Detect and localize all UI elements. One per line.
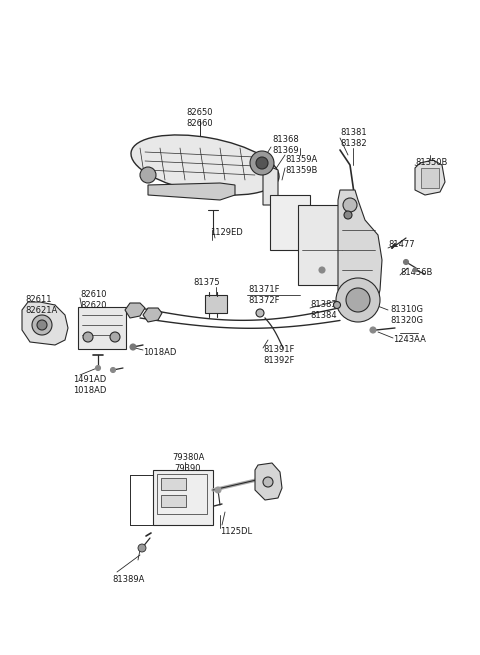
Circle shape — [110, 367, 116, 373]
Text: 1125DL: 1125DL — [220, 527, 252, 536]
Circle shape — [263, 477, 273, 487]
Bar — [270, 195, 310, 250]
Bar — [78, 307, 126, 349]
Text: 82611
82621A: 82611 82621A — [25, 295, 57, 315]
Circle shape — [138, 544, 146, 552]
Circle shape — [404, 259, 408, 265]
Text: 81383
81384: 81383 81384 — [310, 300, 337, 320]
Polygon shape — [263, 167, 278, 205]
Bar — [157, 474, 207, 514]
Circle shape — [83, 332, 93, 342]
Polygon shape — [338, 190, 382, 315]
Text: 81368
81369: 81368 81369 — [272, 135, 299, 155]
Bar — [421, 168, 439, 188]
Circle shape — [215, 487, 221, 493]
Text: 1243AA: 1243AA — [393, 335, 426, 344]
Circle shape — [370, 327, 376, 333]
Circle shape — [110, 332, 120, 342]
Text: 79380A
79390: 79380A 79390 — [172, 453, 204, 473]
Polygon shape — [22, 302, 68, 345]
Circle shape — [343, 198, 357, 212]
Circle shape — [32, 315, 52, 335]
Text: 82650
82660: 82650 82660 — [187, 108, 213, 128]
Circle shape — [344, 211, 352, 219]
Polygon shape — [143, 308, 162, 322]
Text: 1018AD: 1018AD — [143, 348, 176, 357]
Bar — [298, 205, 346, 285]
Circle shape — [319, 267, 325, 273]
Text: 81381
81382: 81381 81382 — [340, 128, 367, 148]
Circle shape — [413, 268, 417, 272]
Bar — [161, 495, 186, 507]
Polygon shape — [415, 160, 445, 195]
Polygon shape — [125, 303, 145, 318]
Bar — [205, 295, 227, 313]
Circle shape — [334, 301, 340, 309]
Circle shape — [96, 365, 100, 371]
Text: 81310G
81320G: 81310G 81320G — [390, 305, 423, 325]
Text: 82610
82620: 82610 82620 — [80, 290, 107, 310]
Text: 81391F
81392F: 81391F 81392F — [263, 345, 294, 365]
Bar — [153, 470, 213, 525]
Text: 81359A
81359B: 81359A 81359B — [285, 155, 317, 175]
Ellipse shape — [131, 135, 279, 195]
Text: 81371F
81372F: 81371F 81372F — [248, 285, 279, 305]
Circle shape — [256, 157, 268, 169]
Text: 81389A: 81389A — [112, 575, 144, 584]
Text: 81375: 81375 — [193, 278, 220, 287]
Text: 81350B: 81350B — [415, 158, 447, 167]
Text: 81456B: 81456B — [400, 268, 432, 277]
Circle shape — [346, 288, 370, 312]
Bar — [161, 478, 186, 490]
Circle shape — [37, 320, 47, 330]
Text: 1491AD
1018AD: 1491AD 1018AD — [73, 375, 107, 395]
Circle shape — [140, 167, 156, 183]
Circle shape — [250, 151, 274, 175]
Polygon shape — [255, 463, 282, 500]
Circle shape — [256, 309, 264, 317]
Circle shape — [130, 344, 136, 350]
Circle shape — [336, 278, 380, 322]
Text: 81477: 81477 — [388, 240, 415, 249]
Polygon shape — [148, 183, 235, 200]
Text: 1129ED: 1129ED — [210, 228, 243, 237]
